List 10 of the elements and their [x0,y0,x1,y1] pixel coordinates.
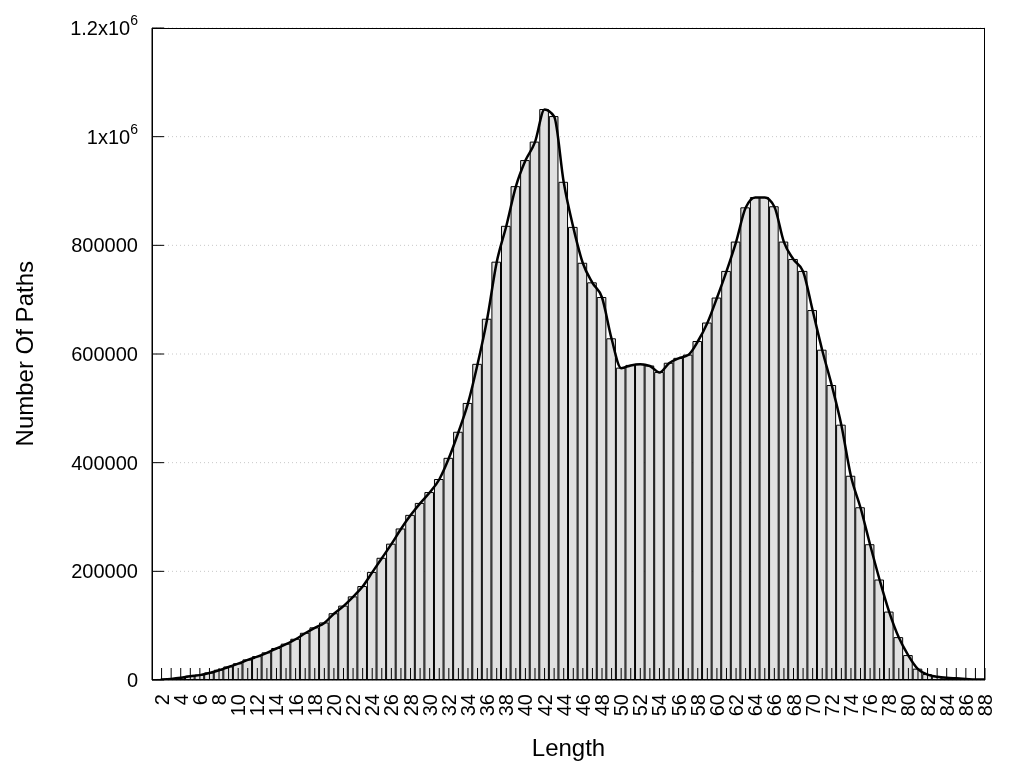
x-tick-label: 88 [974,694,996,717]
y-tick-label: 1x10$^{6}$ [86,120,139,148]
y-tick-label: 800000 [71,234,138,257]
x-axis-title: Length [530,734,607,762]
y-tick-label: 400000 [71,451,138,474]
y-axis-title: Number Of Paths [11,261,39,447]
y-tick-label: 1.2x10$^{6}$ [70,12,139,39]
y-tick-label: 600000 [71,343,138,365]
y-tick-label: 0 [126,669,138,691]
y-tick-label: 200000 [71,560,138,583]
